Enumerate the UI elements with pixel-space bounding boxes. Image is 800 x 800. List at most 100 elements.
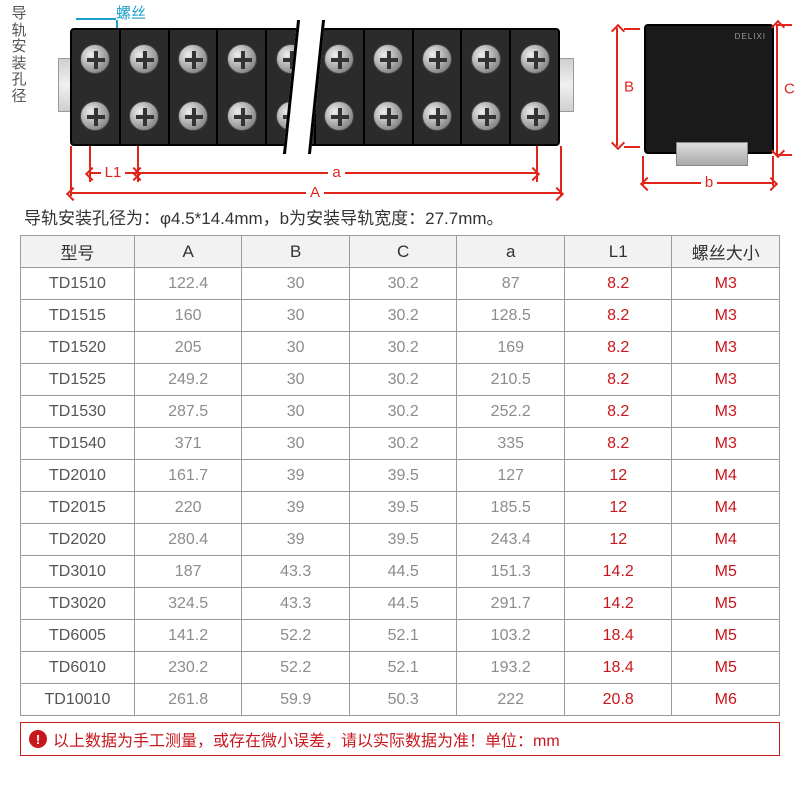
table-cell: TD1510 bbox=[21, 268, 135, 300]
brand-text: DELIXI bbox=[735, 32, 766, 41]
table-cell: 335 bbox=[457, 428, 565, 460]
table-cell: 30 bbox=[242, 268, 350, 300]
table-row: TD2010161.73939.512712M4 bbox=[21, 460, 780, 492]
table-cell: 43.3 bbox=[242, 556, 350, 588]
table-cell: 210.5 bbox=[457, 364, 565, 396]
screw-callout: 螺丝 bbox=[116, 2, 146, 23]
table-row: TD1510122.43030.2878.2M3 bbox=[21, 268, 780, 300]
dimension-diagram: 导轨安装孔径 螺丝 DELIXI A a L1 B C b bbox=[0, 0, 800, 200]
table-cell: M5 bbox=[672, 620, 780, 652]
footer-warning: ! 以上数据为手工测量，或存在微小误差，请以实际数据为准！单位：mm bbox=[20, 722, 780, 756]
table-header-cell: L1 bbox=[564, 236, 672, 268]
table-cell: M3 bbox=[672, 268, 780, 300]
table-header-cell: A bbox=[134, 236, 242, 268]
terminal-cell bbox=[121, 30, 170, 87]
dim-B: B bbox=[616, 28, 636, 146]
table-row: TD2020280.43939.5243.412M4 bbox=[21, 524, 780, 556]
terminal-cell bbox=[316, 30, 365, 87]
table-cell: 30 bbox=[242, 396, 350, 428]
table-cell: 39.5 bbox=[349, 524, 457, 556]
table-cell: 52.1 bbox=[349, 620, 457, 652]
table-cell: 18.4 bbox=[564, 652, 672, 684]
table-body: TD1510122.43030.2878.2M3TD15151603030.21… bbox=[21, 268, 780, 716]
table-cell: 8.2 bbox=[564, 428, 672, 460]
table-cell: 185.5 bbox=[457, 492, 565, 524]
screw-icon bbox=[178, 44, 208, 74]
table-cell: 8.2 bbox=[564, 396, 672, 428]
table-cell: 59.9 bbox=[242, 684, 350, 716]
table-cell: 39.5 bbox=[349, 492, 457, 524]
terminal-cell bbox=[414, 30, 463, 87]
table-cell: 30.2 bbox=[349, 396, 457, 428]
table-row: TD1525249.23030.2210.58.2M3 bbox=[21, 364, 780, 396]
table-cell: TD2015 bbox=[21, 492, 135, 524]
table-cell: 193.2 bbox=[457, 652, 565, 684]
table-cell: M3 bbox=[672, 396, 780, 428]
table-cell: M3 bbox=[672, 364, 780, 396]
table-cell: TD1530 bbox=[21, 396, 135, 428]
screw-icon bbox=[373, 44, 403, 74]
terminal-cell bbox=[365, 87, 414, 144]
table-cell: 39 bbox=[242, 524, 350, 556]
screw-icon bbox=[471, 44, 501, 74]
screw-icon bbox=[520, 101, 550, 131]
table-cell: 8.2 bbox=[564, 300, 672, 332]
table-cell: 8.2 bbox=[564, 364, 672, 396]
rail-hole-label: 导轨安装孔径 bbox=[10, 6, 28, 105]
table-cell: 87 bbox=[457, 268, 565, 300]
table-cell: 30 bbox=[242, 332, 350, 364]
table-cell: M3 bbox=[672, 300, 780, 332]
table-cell: 12 bbox=[564, 460, 672, 492]
table-cell: 243.4 bbox=[457, 524, 565, 556]
table-cell: 30.2 bbox=[349, 428, 457, 460]
terminal-cell bbox=[511, 87, 558, 144]
table-cell: 30.2 bbox=[349, 332, 457, 364]
screw-icon bbox=[178, 101, 208, 131]
table-cell: 52.2 bbox=[242, 652, 350, 684]
table-cell: TD6005 bbox=[21, 620, 135, 652]
table-cell: 220 bbox=[134, 492, 242, 524]
terminal-cell bbox=[316, 87, 365, 144]
table-cell: 52.2 bbox=[242, 620, 350, 652]
table-row: TD3020324.543.344.5291.714.2M5 bbox=[21, 588, 780, 620]
table-cell: M5 bbox=[672, 556, 780, 588]
warning-icon: ! bbox=[29, 730, 47, 748]
table-cell: 39 bbox=[242, 492, 350, 524]
table-cell: 18.4 bbox=[564, 620, 672, 652]
table-cell: 187 bbox=[134, 556, 242, 588]
table-cell: 252.2 bbox=[457, 396, 565, 428]
screw-icon bbox=[227, 44, 257, 74]
table-cell: M4 bbox=[672, 492, 780, 524]
table-cell: M3 bbox=[672, 428, 780, 460]
table-row: TD15403713030.23358.2M3 bbox=[21, 428, 780, 460]
table-cell: 8.2 bbox=[564, 332, 672, 364]
table-cell: 222 bbox=[457, 684, 565, 716]
dim-C: C bbox=[776, 24, 796, 154]
table-cell: M4 bbox=[672, 524, 780, 556]
terminal-cell bbox=[170, 30, 219, 87]
table-cell: 280.4 bbox=[134, 524, 242, 556]
table-cell: 205 bbox=[134, 332, 242, 364]
table-cell: 12 bbox=[564, 524, 672, 556]
table-cell: 128.5 bbox=[457, 300, 565, 332]
screw-icon bbox=[373, 101, 403, 131]
table-cell: 161.7 bbox=[134, 460, 242, 492]
dim-b: b bbox=[644, 182, 774, 202]
table-header-cell: 螺丝大小 bbox=[672, 236, 780, 268]
screw-icon bbox=[80, 44, 110, 74]
terminal-cell bbox=[170, 87, 219, 144]
table-header-row: 型号ABCaL1螺丝大小 bbox=[21, 236, 780, 268]
table-header-cell: 型号 bbox=[21, 236, 135, 268]
table-cell: 324.5 bbox=[134, 588, 242, 620]
table-cell: 30 bbox=[242, 428, 350, 460]
table-cell: TD2020 bbox=[21, 524, 135, 556]
table-header-cell: a bbox=[457, 236, 565, 268]
terminal-cell bbox=[462, 30, 511, 87]
table-cell: 30.2 bbox=[349, 300, 457, 332]
footer-text: 以上数据为手工测量，或存在微小误差，请以实际数据为准！单位：mm bbox=[53, 727, 560, 751]
terminal-block-side: DELIXI bbox=[644, 24, 774, 154]
terminal-cell bbox=[72, 30, 121, 87]
screw-icon bbox=[471, 101, 501, 131]
table-cell: 44.5 bbox=[349, 588, 457, 620]
screw-icon bbox=[422, 101, 452, 131]
